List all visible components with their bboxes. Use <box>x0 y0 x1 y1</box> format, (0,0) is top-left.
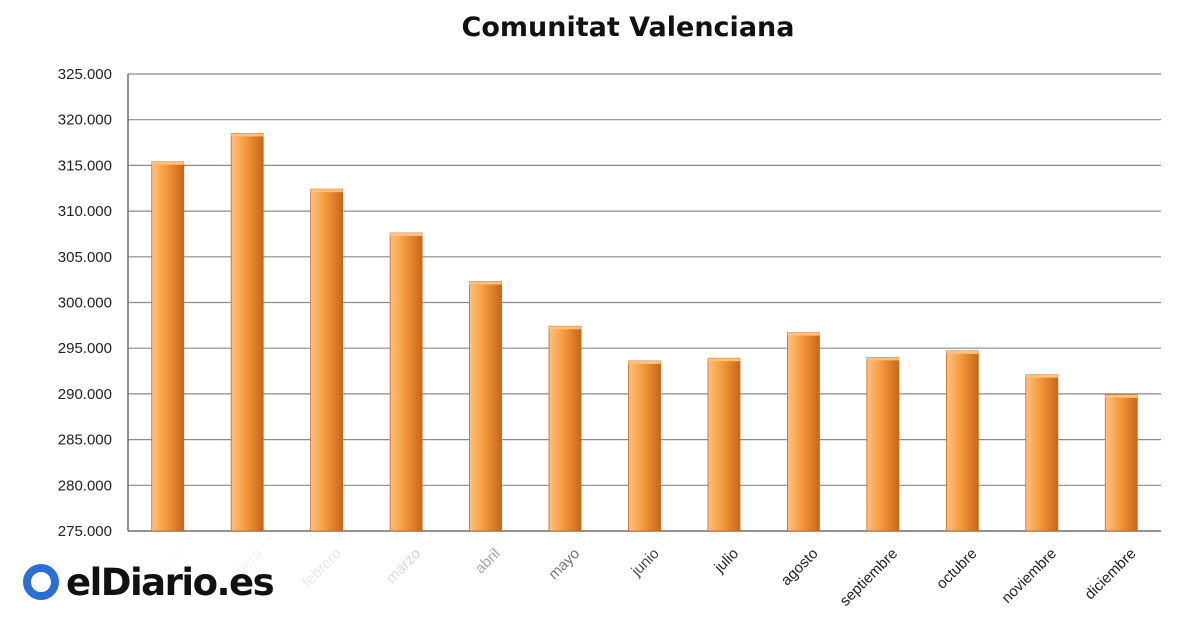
bar-octubre <box>945 350 979 532</box>
x-tick-label: noviembre <box>998 545 1060 607</box>
bar-cap <box>1105 394 1138 398</box>
bar-diciembre <box>151 161 185 532</box>
logo-text: elDiario.es <box>66 560 275 604</box>
y-tick-label: 310.000 <box>58 203 112 220</box>
bar-agosto <box>787 332 820 532</box>
bar-cap <box>151 161 184 165</box>
bar-cap <box>231 133 264 137</box>
bar-marzo <box>389 232 423 532</box>
bar-septiembre <box>866 356 900 532</box>
x-tick-label: diciembre <box>1081 545 1139 603</box>
bar-cap <box>707 358 740 362</box>
eldiario-logo: elDiario.es <box>22 556 275 608</box>
bar-diciembre <box>1104 394 1138 532</box>
bars <box>151 133 1138 532</box>
y-tick-label: 285.000 <box>58 432 112 449</box>
chart-title: Comunitat Valenciana <box>462 12 795 43</box>
logo-ring-icon <box>23 564 59 600</box>
bar-cap <box>549 326 582 330</box>
bar-cap <box>866 357 899 361</box>
bar-febrero <box>310 188 344 532</box>
bar-noviembre <box>1025 374 1059 532</box>
y-tick-label: 275.000 <box>58 523 112 540</box>
y-tick-label: 280.000 <box>58 477 112 494</box>
bar-cap <box>310 189 343 193</box>
x-tick-label: octubre <box>933 545 980 592</box>
bar-julio <box>707 357 741 532</box>
bar-cap <box>1025 374 1058 378</box>
bar-cap <box>390 233 423 237</box>
bar-junio <box>628 360 661 532</box>
bar-enero <box>230 133 264 532</box>
bar-cap <box>946 350 979 354</box>
y-tick-label: 300.000 <box>58 295 112 312</box>
y-tick-label: 290.000 <box>58 386 112 403</box>
logo-backdrop <box>0 538 710 628</box>
y-tick-label: 320.000 <box>58 112 112 129</box>
bar-abril <box>469 281 502 532</box>
bar-cap <box>787 332 820 336</box>
gridlines <box>127 73 1161 532</box>
y-tick-label: 315.000 <box>58 157 112 174</box>
bar-cap <box>628 360 661 364</box>
bar-cap <box>469 281 502 285</box>
y-tick-label: 325.000 <box>58 66 112 83</box>
y-tick-label: 305.000 <box>58 249 112 266</box>
x-tick-label: septiembre <box>837 545 901 609</box>
x-tick-label: agosto <box>778 545 822 589</box>
y-tick-label: 295.000 <box>58 340 112 357</box>
bar-mayo <box>548 325 582 532</box>
y-axis-ticks: 275.000 280.000 285.000 290.000 295.000 300.0… <box>58 66 112 540</box>
x-tick-label: julio <box>711 545 743 577</box>
